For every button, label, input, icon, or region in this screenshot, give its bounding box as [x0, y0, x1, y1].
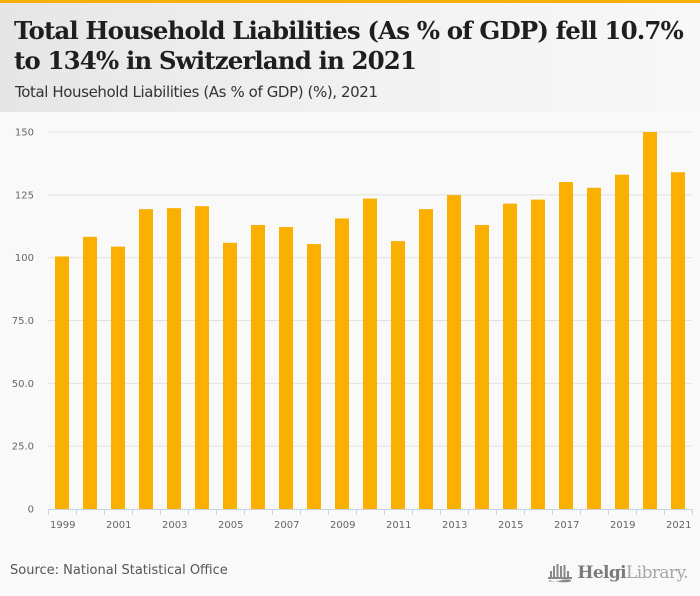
brand-name-bold: Helgi	[577, 563, 627, 583]
gridlines	[48, 131, 692, 447]
x-tick-label: 2017	[554, 520, 579, 531]
x-tick-label: 2003	[162, 520, 187, 531]
bar-2011	[391, 241, 405, 509]
page-title: Total Household Liabilities (As % of GDP…	[14, 16, 684, 75]
accent-strip	[0, 0, 700, 3]
bar-2004	[195, 206, 209, 509]
x-tick-label: 1999	[50, 520, 75, 531]
bar-2000	[83, 236, 97, 509]
bar-1999	[55, 256, 69, 509]
bar-2002	[139, 209, 153, 509]
x-tick-label: 2009	[330, 520, 355, 531]
bar-2005	[223, 242, 237, 509]
y-axis-labels: 0 25.0 50.0 75.0 100 125 150	[12, 128, 34, 516]
bar-2003	[167, 208, 181, 509]
bar-2017	[559, 182, 573, 510]
bar-2016	[531, 199, 545, 509]
bar-2020	[643, 132, 657, 509]
y-tick-label: 75.0	[12, 316, 34, 327]
helgi-library-logo[interactable]: HelgiLibrary.	[547, 562, 689, 584]
x-tick-label: 2005	[218, 520, 243, 531]
bar-2014	[475, 224, 489, 509]
x-tick-label: 2019	[610, 520, 635, 531]
x-axis: 1999 2001 2003 2005 2007 2009 2011 2013 2015 2017…	[48, 509, 693, 531]
x-tick-label: 2021	[666, 520, 691, 531]
bar-2018	[587, 187, 601, 509]
bar-2021	[671, 172, 685, 510]
bar-2012	[419, 209, 433, 509]
x-tick-label: 2007	[274, 520, 299, 531]
bar-chart: 0 25.0 50.0 75.0 100 125 150 1999 2001 2003 2005 2…	[12, 128, 693, 531]
bars	[55, 132, 685, 510]
bar-2010	[363, 198, 377, 509]
x-tick-label: 2015	[498, 520, 523, 531]
bar-2008	[307, 244, 321, 509]
y-tick-label: 100	[15, 253, 34, 264]
chart-subtitle: Total Household Liabilities (As % of GDP…	[15, 83, 378, 101]
y-tick-label: 25.0	[12, 442, 34, 453]
y-tick-label: 150	[15, 128, 34, 139]
bar-2009	[335, 218, 349, 509]
bar-2015	[503, 203, 517, 509]
x-tick-label: 2011	[386, 520, 411, 531]
y-tick-label: 50.0	[12, 379, 34, 390]
brand-name: HelgiLibrary.	[577, 563, 688, 583]
x-tick-label: 2013	[442, 520, 467, 531]
y-tick-label: 125	[15, 190, 34, 201]
y-tick-label: 0	[28, 505, 34, 516]
bar-2007	[279, 227, 293, 509]
bar-2006	[251, 224, 265, 509]
bar-2001	[111, 246, 125, 509]
library-building-icon	[548, 564, 573, 583]
bar-2013	[447, 195, 461, 509]
source-note: Source: National Statistical Office	[10, 563, 228, 578]
chart-header: Total Household Liabilities (As % of GDP…	[0, 3, 700, 112]
x-tick-label: 2001	[106, 520, 131, 531]
brand-name-light: Library.	[626, 563, 689, 583]
bar-2019	[615, 174, 629, 509]
